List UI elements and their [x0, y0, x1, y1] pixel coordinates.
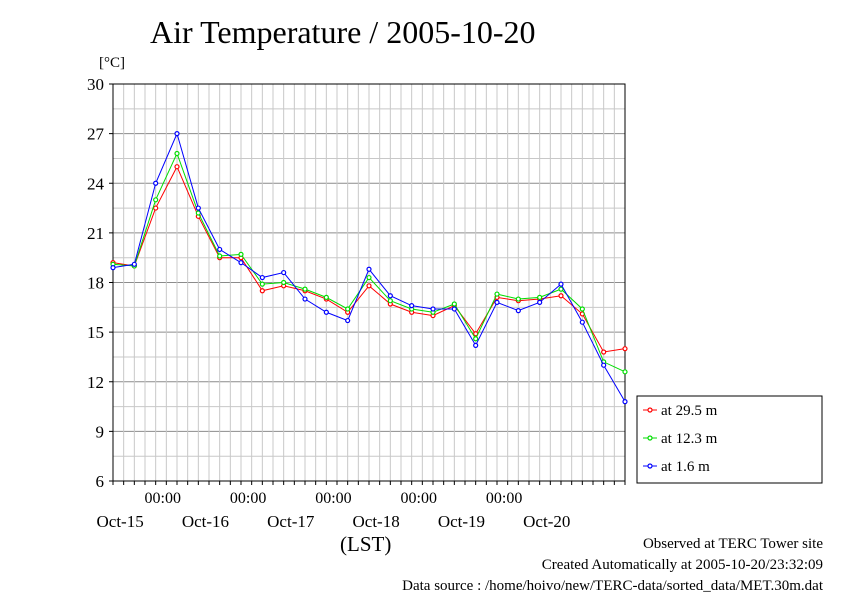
data-point	[387, 298, 393, 304]
data-point	[537, 299, 543, 305]
time-tick-label: 00:00	[230, 490, 266, 507]
y-tick-label: 18	[87, 274, 104, 293]
y-tick-label: 24	[87, 174, 105, 193]
legend-swatch-marker	[647, 435, 653, 441]
y-tick-label: 12	[87, 373, 104, 392]
data-point	[345, 317, 351, 324]
data-point	[579, 319, 585, 325]
data-point	[622, 399, 628, 405]
date-tick-label: Oct-20	[523, 512, 570, 531]
data-point	[302, 286, 308, 292]
data-point	[622, 346, 628, 352]
date-tick-label: Oct-16	[182, 512, 229, 531]
data-point	[174, 131, 180, 137]
y-tick-label: 6	[96, 472, 105, 491]
data-point	[302, 296, 308, 302]
legend-label: at 29.5 m	[661, 403, 718, 419]
data-point	[366, 283, 372, 289]
data-point	[387, 293, 393, 299]
data-point	[430, 306, 436, 312]
y-axis: 6 9 12 15 18 21 24 27 30	[87, 75, 113, 491]
data-point	[323, 294, 329, 300]
data-point	[601, 349, 607, 355]
data-point	[238, 260, 244, 266]
data-point	[195, 205, 201, 211]
y-tick-label: 9	[96, 422, 105, 441]
footer-source: Data source : /home/hoivo/new/TERC-data/…	[402, 578, 823, 594]
legend-swatch-marker	[647, 407, 653, 413]
data-point	[622, 369, 628, 375]
time-tick-label: 00:00	[315, 490, 351, 507]
y-tick-label: 27	[87, 125, 105, 144]
legend-swatch-marker	[647, 463, 653, 469]
time-tick-label: 00:00	[145, 490, 181, 507]
data-point	[473, 342, 479, 348]
data-point	[131, 261, 137, 267]
date-tick-label: Oct-19	[438, 512, 485, 531]
data-point	[494, 291, 500, 297]
footer-created: Created Automatically at 2005-10-20/23:3…	[541, 557, 823, 573]
data-point	[579, 306, 585, 312]
data-point	[153, 197, 159, 203]
legend: at 29.5 m at 12.3 m at 1.6 m	[636, 395, 823, 484]
data-point	[217, 246, 223, 253]
data-point	[473, 336, 479, 342]
y-tick-label: 21	[87, 224, 104, 243]
data-point	[558, 281, 564, 287]
data-point	[345, 306, 351, 312]
data-point	[409, 303, 415, 309]
data-point	[537, 294, 543, 300]
data-point	[259, 281, 265, 287]
data-point	[451, 301, 457, 307]
time-tick-label: 00:00	[486, 490, 522, 507]
legend-box	[636, 395, 823, 484]
data-point	[217, 253, 223, 259]
grid	[113, 84, 625, 481]
date-tick-label: Oct-15	[97, 512, 144, 531]
series-layer	[110, 131, 628, 405]
data-point	[110, 265, 116, 271]
data-point	[451, 306, 457, 312]
data-point	[174, 150, 180, 157]
date-tick-label: Oct-18	[353, 512, 400, 531]
data-point	[558, 293, 564, 299]
legend-label: at 1.6 m	[661, 459, 710, 475]
y-axis-unit: [°C]	[99, 55, 125, 71]
data-point	[366, 274, 372, 281]
data-point	[515, 308, 521, 314]
footer-observed: Observed at TERC Tower site	[642, 536, 823, 552]
data-point	[238, 251, 244, 257]
date-tick-label: Oct-17	[267, 512, 315, 531]
data-point	[323, 309, 329, 315]
y-tick-label: 15	[87, 323, 104, 342]
series-3	[110, 131, 628, 405]
legend-label: at 12.3 m	[661, 431, 718, 447]
y-tick-label: 30	[87, 75, 104, 94]
data-point	[174, 164, 180, 170]
data-point	[281, 269, 287, 276]
chart-title: Air Temperature / 2005-10-20	[150, 14, 536, 50]
data-point	[601, 362, 607, 368]
x-axis-label: (LST)	[340, 532, 392, 556]
data-point	[153, 205, 159, 211]
data-point	[494, 299, 500, 305]
data-point	[259, 274, 265, 281]
data-point	[366, 266, 372, 272]
time-tick-label: 00:00	[401, 490, 437, 507]
data-point	[153, 180, 159, 186]
data-point	[281, 279, 287, 286]
data-point	[515, 296, 521, 302]
data-point	[558, 286, 564, 292]
data-point	[259, 288, 265, 294]
